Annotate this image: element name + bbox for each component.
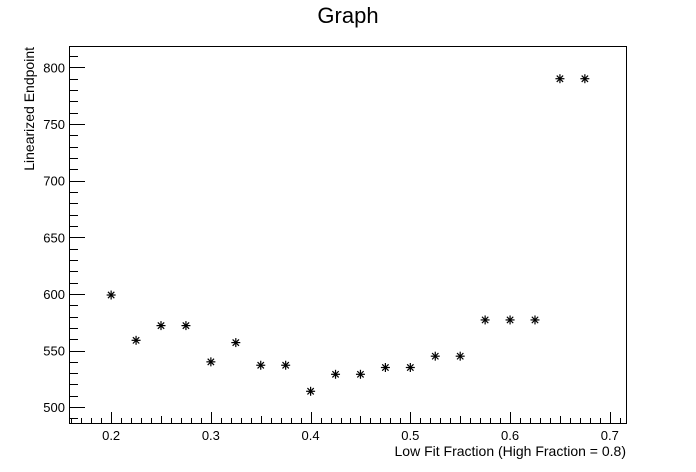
y-tick-label: 750 bbox=[43, 117, 65, 132]
y-tick-label: 700 bbox=[43, 174, 65, 189]
x-tick-label: 0.6 bbox=[501, 428, 519, 443]
y-tick-label: 550 bbox=[43, 344, 65, 359]
data-point bbox=[106, 290, 116, 300]
data-point bbox=[580, 74, 590, 84]
data-point bbox=[131, 335, 141, 345]
data-point bbox=[530, 315, 540, 325]
data-point bbox=[405, 363, 415, 373]
data-points bbox=[106, 74, 590, 396]
y-axis: 500 550 600 650 700 750 800 bbox=[43, 56, 85, 419]
data-point bbox=[206, 357, 216, 367]
data-point bbox=[555, 74, 565, 84]
x-axis: 0.2 0.3 0.4 0.5 0.6 0.7 bbox=[71, 412, 621, 443]
y-tick-label: 500 bbox=[43, 400, 65, 415]
data-point bbox=[181, 321, 191, 331]
chart-title: Graph bbox=[317, 3, 378, 28]
y-tick-label: 600 bbox=[43, 287, 65, 302]
y-tick-label: 650 bbox=[43, 230, 65, 245]
x-tick-label: 0.2 bbox=[102, 428, 120, 443]
data-point bbox=[306, 386, 316, 396]
data-point bbox=[156, 321, 166, 331]
data-point bbox=[331, 369, 341, 379]
x-tick-label: 0.5 bbox=[401, 428, 419, 443]
x-tick-label: 0.7 bbox=[601, 428, 619, 443]
x-tick-label: 0.3 bbox=[202, 428, 220, 443]
data-point bbox=[480, 315, 490, 325]
data-point bbox=[380, 363, 390, 373]
data-point bbox=[455, 351, 465, 361]
y-axis-label: Linearized Endpoint bbox=[21, 47, 37, 171]
data-point bbox=[256, 360, 266, 370]
plot-frame bbox=[69, 46, 627, 424]
data-point bbox=[355, 369, 365, 379]
data-point bbox=[505, 315, 515, 325]
data-point bbox=[231, 338, 241, 348]
plot-area bbox=[69, 46, 627, 424]
y-tick-label: 800 bbox=[43, 60, 65, 75]
x-tick-label: 0.4 bbox=[302, 428, 320, 443]
x-axis-label: Low Fit Fraction (High Fraction = 0.8) bbox=[395, 443, 626, 459]
data-point bbox=[281, 360, 291, 370]
data-point bbox=[430, 351, 440, 361]
